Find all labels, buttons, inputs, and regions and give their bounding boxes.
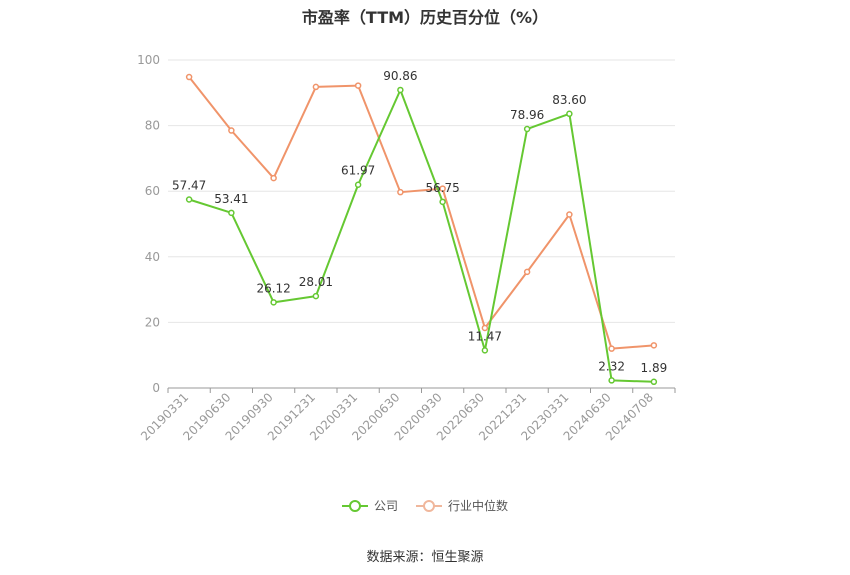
company-point [397,86,404,94]
industry-point [312,83,320,91]
company-point [312,292,320,300]
data-source: 数据来源：恒生聚源 [366,550,484,565]
industry-point [608,345,615,352]
company-point [566,110,573,118]
y-tick-label: 0 [152,381,160,395]
company-point [228,209,235,217]
industry-point [481,324,489,332]
company-data-label: 57.47 [172,178,206,192]
industry-point [397,188,404,196]
x-axis: 2019033120190630201909302019123120200331… [138,387,676,443]
series-lines [185,73,658,386]
company-data-label: 61.97 [341,164,375,178]
company-data-label: 1.89 [641,361,668,375]
company-point [650,378,658,386]
company-data-label: 83.60 [552,93,586,107]
legend-item-company[interactable]: 公司 [341,497,398,514]
industry-point [354,82,362,89]
company-point [439,198,446,206]
company-point [608,377,615,384]
company-data-label: 26.12 [256,281,290,295]
company-point [523,125,531,133]
industry-point [439,185,446,192]
company-line [188,88,654,383]
industry-point [228,127,235,134]
legend: 公司 行业中位数 [0,497,850,514]
y-tick-label: 100 [137,53,160,67]
company-data-label: 2.32 [598,359,625,373]
y-tick-label: 20 [145,315,160,329]
y-tick-label: 40 [145,250,160,264]
industry-point [270,174,277,182]
chart-title: 市盈率（TTM）历史百分位（%） [301,8,549,27]
company-point [270,299,277,306]
industry-point [650,342,658,349]
legend-company-marker [341,499,368,513]
company-point [185,196,193,203]
industry-line [188,76,654,350]
legend-industry-marker [416,499,442,513]
company-point [481,347,489,354]
industry-point [185,73,193,81]
legend-industry-label: 行业中位数 [448,499,509,513]
company-data-label: 56.75 [425,181,459,195]
company-data-label: 78.96 [510,108,544,122]
data-labels: 57.47 53.41 26.12 28.01 61.97 90.86 56.75 11.47… [172,69,667,375]
company-data-label: 53.41 [214,192,248,206]
company-data-label: 11.47 [468,329,502,343]
company-data-label: 90.86 [383,69,417,83]
company-data-label: 28.01 [299,275,333,289]
company-point [354,181,362,188]
grid-lines: 0 20 40 60 80 100 [137,53,675,395]
legend-item-industry[interactable]: 行业中位数 [416,497,508,514]
legend-company-label: 公司 [373,499,398,513]
industry-point [523,268,531,276]
y-tick-label: 60 [145,184,160,198]
y-tick-label: 80 [145,119,160,133]
industry-point [566,211,573,218]
